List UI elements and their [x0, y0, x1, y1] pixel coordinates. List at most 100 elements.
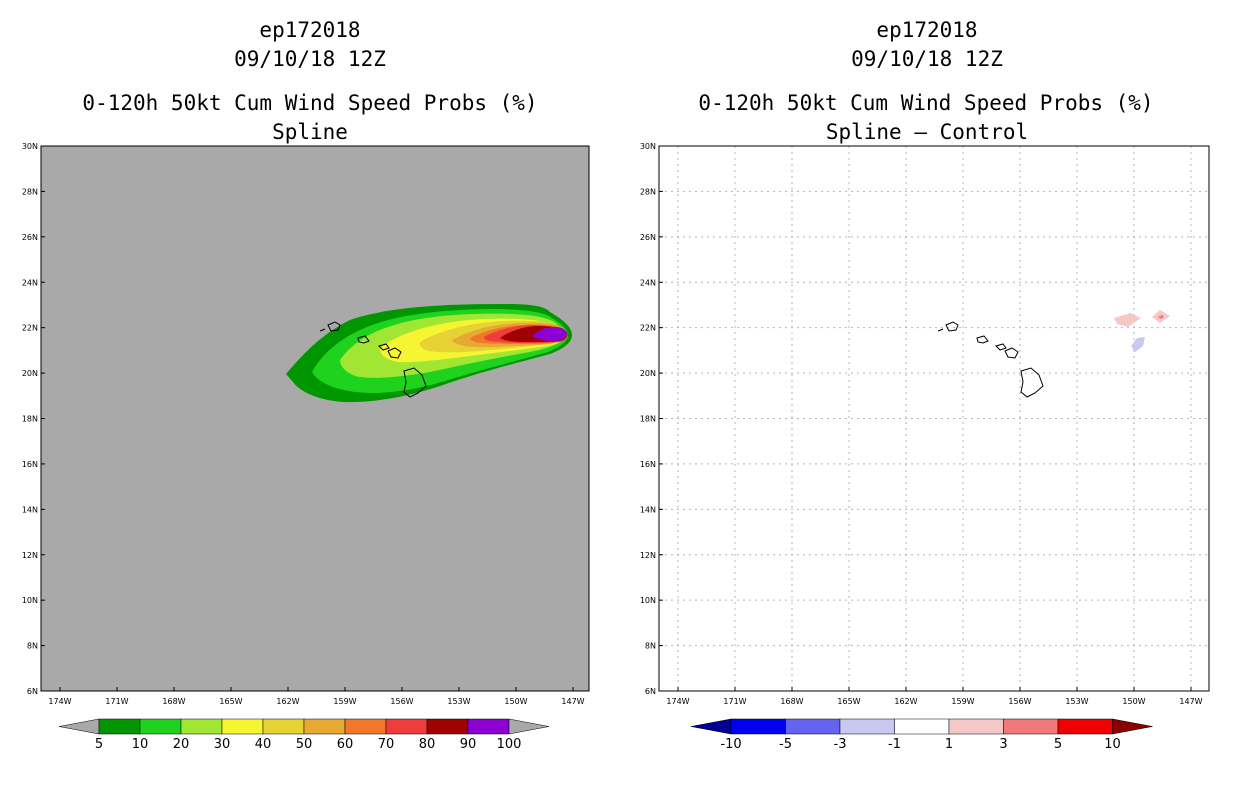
colorbar-cell — [948, 718, 1004, 735]
colorbar-cell — [385, 718, 428, 735]
lat-label: 14N — [22, 505, 38, 514]
diff-contour-positive-3 — [1158, 315, 1164, 319]
lat-label: 12N — [640, 551, 656, 560]
lat-label: 20N — [22, 369, 38, 378]
lat-label: 24N — [640, 278, 656, 287]
diff-contour-negative-1 — [1131, 337, 1145, 352]
lat-label: 28N — [640, 187, 656, 196]
lat-label: 28N — [22, 187, 38, 196]
lon-label: 174W — [666, 697, 689, 706]
lon-label: 168W — [162, 697, 185, 706]
colorbar-label: 20 — [173, 737, 190, 752]
colorbar-high-arrow — [1112, 718, 1153, 735]
colorbar-label: 60 — [337, 737, 354, 752]
colorbar-label: 10 — [1104, 737, 1121, 752]
right-subtitle: Spline – Control — [825, 120, 1029, 144]
colorbar-label: -1 — [888, 737, 901, 752]
lat-label: 18N — [22, 415, 38, 424]
lon-label: 171W — [105, 697, 128, 706]
colorbar-cell — [221, 718, 264, 735]
colorbar-cell — [894, 718, 950, 735]
colorbar-label: 30 — [214, 737, 231, 752]
colorbar-label: -5 — [779, 737, 792, 752]
lon-label: 150W — [504, 697, 527, 706]
left-map-background — [41, 146, 589, 691]
colorbar-cell — [785, 718, 841, 735]
lat-label: 10N — [22, 596, 38, 605]
lat-label: 8N — [27, 642, 38, 651]
lon-label: 159W — [333, 697, 356, 706]
lat-label: 18N — [640, 415, 656, 424]
colorbar-cell — [1003, 718, 1059, 735]
lon-label: 156W — [1008, 697, 1031, 706]
colorbar-cell — [180, 718, 223, 735]
lon-label: 147W — [1179, 697, 1202, 706]
colorbar-cell — [344, 718, 387, 735]
colorbar-label: 5 — [95, 737, 103, 752]
lon-label: 156W — [390, 697, 413, 706]
right-product-title: 0-120h 50kt Cum Wind Speed Probs (%) — [698, 91, 1154, 115]
colorbar-label: 3 — [999, 737, 1007, 752]
hawaii-coastline-right — [937, 321, 1044, 398]
lat-label: 10N — [640, 596, 656, 605]
lon-label: 165W — [219, 697, 242, 706]
colorbar-label: -3 — [834, 737, 847, 752]
left-colorbar: 5 10 20 30 40 50 60 70 80 90 100 — [58, 718, 550, 752]
colorbar-label: -10 — [720, 737, 741, 752]
colorbar-cell — [262, 718, 305, 735]
colorbar-cell — [730, 718, 786, 735]
lon-label: 159W — [951, 697, 974, 706]
lat-label: 16N — [22, 460, 38, 469]
right-lat-ticks: 6N 8N 10N 12N 14N 16N 18N 20N 22N 24N 26N 28N 30N — [640, 142, 663, 696]
colorbar-cell — [426, 718, 469, 735]
colorbar-cell — [1057, 718, 1113, 735]
colorbar-cell — [467, 718, 510, 735]
right-lon-ticks: 174W 171W 168W 165W 162W 159W 156W 153W 150W 147W — [666, 687, 1203, 706]
colorbar-high-arrow — [508, 718, 550, 735]
lon-label: 162W — [276, 697, 299, 706]
left-subtitle: Spline — [272, 120, 348, 144]
lat-label: 12N — [22, 551, 38, 560]
hawaii-coastline-left — [319, 321, 427, 398]
lon-label: 153W — [447, 697, 470, 706]
lat-label: 26N — [22, 233, 38, 242]
colorbar-cell — [98, 718, 141, 735]
colorbar-label: 5 — [1054, 737, 1062, 752]
colorbar-cell — [303, 718, 346, 735]
colorbar-label: 1 — [945, 737, 953, 752]
lon-label: 168W — [780, 697, 803, 706]
lon-label: 171W — [723, 697, 746, 706]
colorbar-label: 100 — [497, 737, 522, 752]
colorbar-label: 80 — [419, 737, 436, 752]
left-lon-ticks: 174W 171W 168W 165W 162W 159W 156W 153W 150W 147W — [48, 687, 585, 706]
colorbar-label: 40 — [255, 737, 272, 752]
lon-label: 153W — [1065, 697, 1088, 706]
colorbar-label: 10 — [132, 737, 149, 752]
lon-label: 174W — [48, 697, 71, 706]
lat-label: 30N — [22, 142, 38, 151]
lat-label: 6N — [645, 687, 656, 696]
lon-label: 150W — [1122, 697, 1145, 706]
lat-label: 30N — [640, 142, 656, 151]
lat-label: 24N — [22, 278, 38, 287]
left-lat-ticks: 6N 8N 10N 12N 14N 16N 18N 20N 22N 24N 26N 28N 30N — [22, 142, 45, 696]
left-datetime: 09/10/18 12Z — [234, 47, 386, 71]
lat-label: 26N — [640, 233, 656, 242]
colorbar-low-arrow — [690, 718, 732, 735]
right-gridlines — [659, 146, 1209, 691]
right-colorbar: -10 -5 -3 -1 1 3 5 10 — [690, 718, 1153, 752]
colorbar-label: 50 — [296, 737, 313, 752]
lat-label: 22N — [22, 324, 38, 333]
right-storm-id: ep172018 — [876, 18, 978, 42]
colorbar-label: 90 — [460, 737, 477, 752]
lat-label: 14N — [640, 505, 656, 514]
lat-label: 8N — [645, 642, 656, 651]
colorbar-label: 70 — [378, 737, 395, 752]
lon-label: 147W — [561, 697, 584, 706]
left-product-title: 0-120h 50kt Cum Wind Speed Probs (%) — [82, 91, 538, 115]
colorbar-cell — [839, 718, 895, 735]
lat-label: 20N — [640, 369, 656, 378]
right-datetime: 09/10/18 12Z — [851, 47, 1003, 71]
